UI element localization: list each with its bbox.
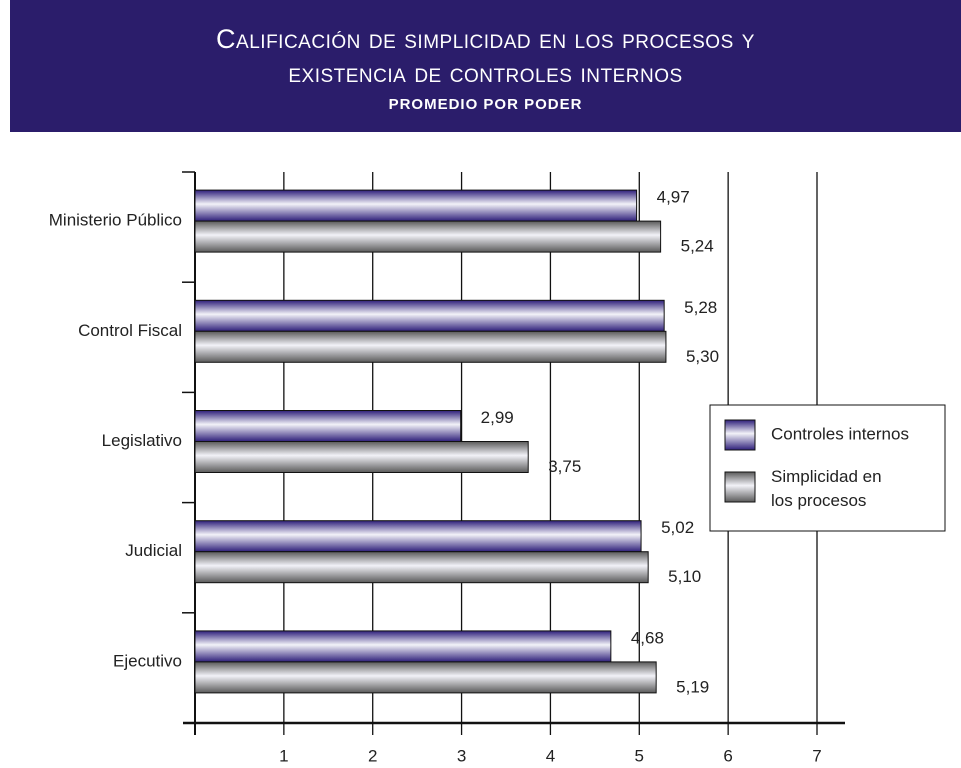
bar bbox=[194, 299, 665, 332]
value-label: 5,28 bbox=[684, 298, 717, 317]
bar bbox=[194, 630, 612, 663]
bar bbox=[194, 551, 649, 584]
bar bbox=[194, 520, 642, 553]
value-label: 5,30 bbox=[686, 347, 719, 366]
x-tick-label: 6 bbox=[723, 746, 732, 765]
x-tick-label: 4 bbox=[546, 746, 555, 765]
bar bbox=[194, 661, 657, 694]
chart-title: Calificación de simplicidad en los proce… bbox=[216, 24, 755, 88]
value-label: 3,75 bbox=[548, 457, 581, 476]
x-tick-label: 7 bbox=[812, 746, 821, 765]
chart-subtitle: PROMEDIO POR PODER bbox=[388, 96, 583, 113]
value-label: 4,97 bbox=[657, 188, 690, 207]
value-label: 5,24 bbox=[681, 237, 714, 256]
x-tick-label: 3 bbox=[457, 746, 466, 765]
bar bbox=[194, 330, 667, 363]
legend-label: Simplicidad en los procesos bbox=[771, 467, 882, 510]
legend-label: Controles internos bbox=[771, 424, 909, 443]
y-tick-label: Ministerio Público bbox=[49, 211, 182, 230]
header: Calificación de simplicidad en los proce… bbox=[10, 0, 961, 132]
bar bbox=[194, 441, 529, 473]
y-tick-label: Control Fiscal bbox=[78, 321, 182, 340]
value-label: 2,99 bbox=[481, 408, 514, 427]
value-label: 5,10 bbox=[668, 567, 701, 586]
legend-swatch bbox=[724, 419, 756, 451]
value-label: 4,68 bbox=[631, 628, 664, 647]
y-tick-label: Judicial bbox=[125, 541, 182, 560]
bar bbox=[194, 189, 638, 222]
bar bbox=[194, 410, 462, 442]
x-tick-label: 5 bbox=[635, 746, 644, 765]
value-label: 5,02 bbox=[661, 518, 694, 537]
value-label: 5,19 bbox=[676, 677, 709, 696]
legend-swatch bbox=[724, 471, 756, 503]
x-tick-label: 2 bbox=[368, 746, 377, 765]
y-tick-label: Ejecutivo bbox=[113, 651, 182, 670]
y-tick-label: Legislativo bbox=[102, 431, 182, 450]
bar bbox=[194, 220, 662, 253]
x-tick-label: 1 bbox=[279, 746, 288, 765]
